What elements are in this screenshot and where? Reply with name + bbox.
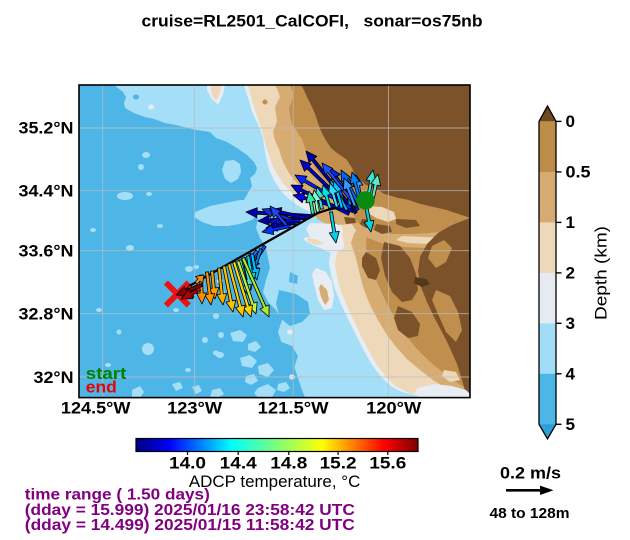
svg-text:0.5: 0.5: [566, 164, 591, 182]
svg-text:120°W: 120°W: [366, 399, 421, 417]
svg-text:end: end: [86, 379, 117, 397]
svg-text:124.5°W: 124.5°W: [61, 399, 131, 417]
svg-text:ADCP temperature, °C: ADCP temperature, °C: [189, 473, 361, 491]
svg-text:start: start: [86, 365, 127, 383]
svg-text:34.4°N: 34.4°N: [19, 183, 74, 201]
svg-text:32°N: 32°N: [34, 369, 74, 387]
svg-text:2: 2: [566, 265, 576, 283]
svg-text:cruise=RL2501_CalCOFI, sonar: cruise=RL2501_CalCOFI, sonar=os75nb: [142, 13, 483, 31]
svg-text:time range ( 1.50 days): time range ( 1.50 days): [25, 487, 210, 504]
svg-text:35.2°N: 35.2°N: [19, 120, 74, 138]
svg-text:14.8: 14.8: [270, 454, 307, 472]
svg-text:15.6: 15.6: [369, 454, 406, 472]
svg-text:3: 3: [566, 315, 576, 333]
svg-text:15.2: 15.2: [320, 454, 357, 472]
svg-text:4: 4: [566, 366, 576, 384]
svg-text:14.4: 14.4: [220, 454, 258, 472]
svg-text:0.2 m/s: 0.2 m/s: [500, 464, 561, 483]
svg-text:Depth (km): Depth (km): [593, 226, 611, 320]
svg-text:(dday = 15.999) 2025/01/16 23:: (dday = 15.999) 2025/01/16 23:58:42 UTC: [25, 502, 355, 519]
svg-text:48 to 128m: 48 to 128m: [490, 505, 570, 522]
svg-text:121.5°W: 121.5°W: [258, 399, 329, 417]
svg-text:0: 0: [566, 113, 576, 131]
svg-text:1: 1: [566, 214, 576, 232]
svg-text:123°W: 123°W: [167, 399, 222, 417]
svg-text:32.8°N: 32.8°N: [19, 306, 74, 324]
svg-text:33.6°N: 33.6°N: [19, 243, 74, 261]
svg-text:(dday = 14.499) 2025/01/15 11:: (dday = 14.499) 2025/01/15 11:58:42 UTC: [25, 517, 355, 534]
svg-text:14.0: 14.0: [169, 454, 206, 472]
svg-text:5: 5: [566, 416, 576, 434]
